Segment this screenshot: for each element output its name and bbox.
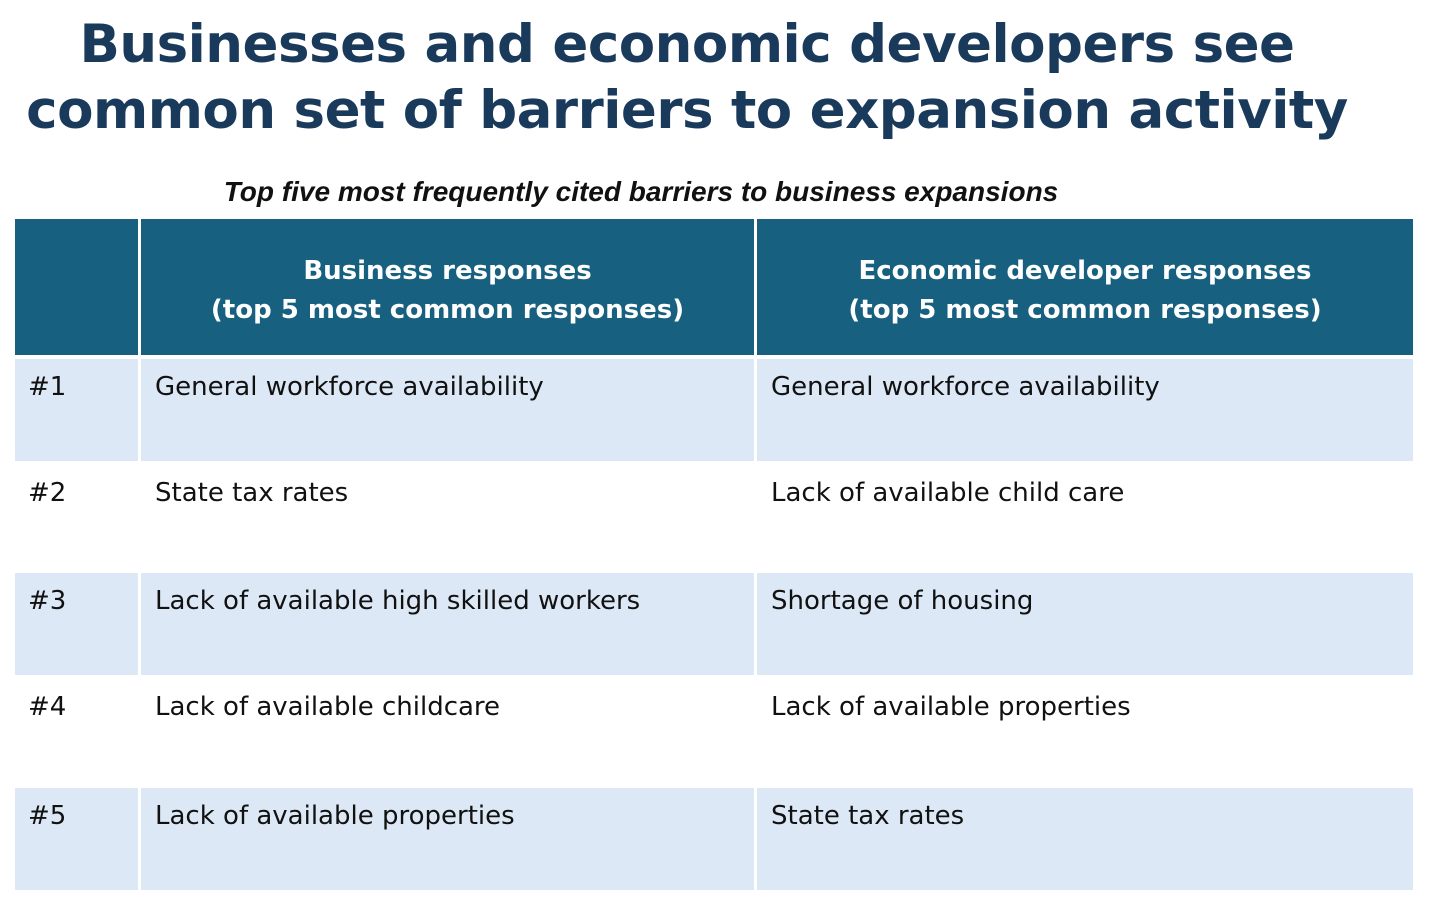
row-4-developer: Lack of available properties <box>757 679 1413 784</box>
row-2-rank: #2 <box>15 465 138 569</box>
barriers-table: Business responses (top 5 most common re… <box>15 219 1413 890</box>
row-2-business: State tax rates <box>141 465 754 569</box>
header-rank-cell <box>15 219 138 355</box>
row-3-developer: Shortage of housing <box>757 573 1413 675</box>
row-1-developer: General workforce availability <box>757 359 1413 461</box>
header-developer-line-2: (top 5 most common responses) <box>848 295 1322 325</box>
header-business-line-2: (top 5 most common responses) <box>210 295 685 325</box>
header-business-line-1: Business responses <box>303 256 592 286</box>
page-title-line-1: Businesses and economic developers see <box>79 14 1295 75</box>
header-developer-line-1: Economic developer responses <box>858 256 1312 286</box>
header-developer-responses: Economic developer responses (top 5 most… <box>757 219 1413 355</box>
row-4-business: Lack of available childcare <box>141 679 754 784</box>
row-3-rank: #3 <box>15 573 138 675</box>
row-5-rank: #5 <box>15 788 138 890</box>
row-5-developer: State tax rates <box>757 788 1413 890</box>
table-caption: Top five most frequently cited barriers … <box>223 176 1059 207</box>
row-4-rank: #4 <box>15 679 138 784</box>
row-2-developer: Lack of available child care <box>757 465 1413 569</box>
row-1-rank: #1 <box>15 359 138 461</box>
row-5-business: Lack of available properties <box>141 788 754 890</box>
row-3-business: Lack of available high skilled workers <box>141 573 754 675</box>
page-title: Businesses and economic developers see c… <box>0 12 1374 144</box>
header-business-responses: Business responses (top 5 most common re… <box>141 219 754 355</box>
row-1-business: General workforce availability <box>141 359 754 461</box>
page-title-line-2: common set of barriers to expansion acti… <box>26 80 1348 141</box>
